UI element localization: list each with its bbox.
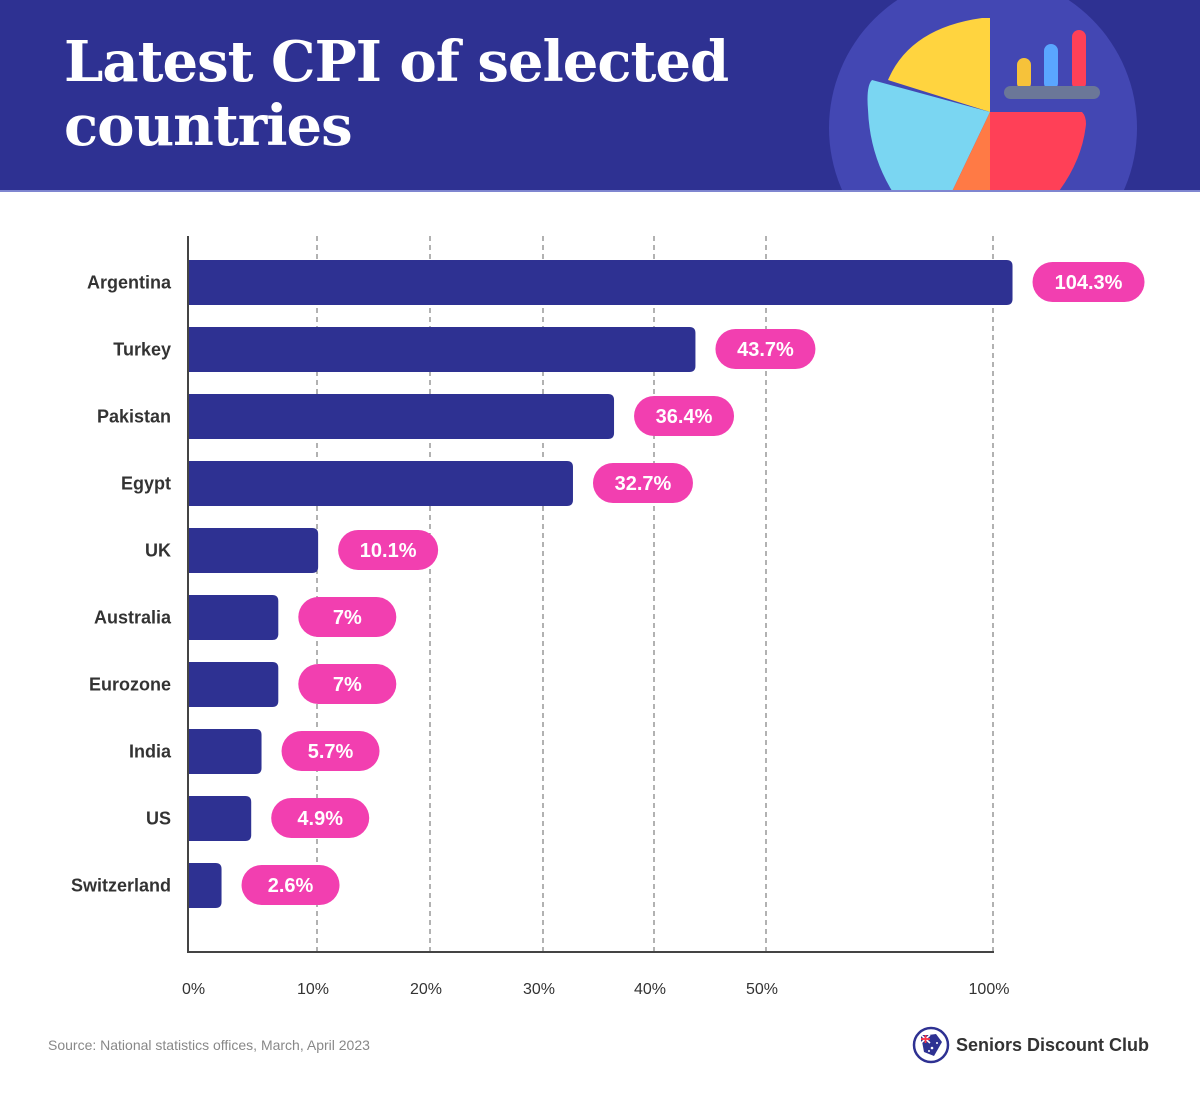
value-label: 4.9% [297,808,343,830]
x-tick-label: 100% [969,981,1010,998]
bar-egypt [188,461,573,506]
category-label: US [146,809,171,829]
value-label: 43.7% [737,339,794,361]
header-banner: Latest CPI of selected countries [0,0,1200,190]
x-tick-label: 50% [746,981,778,998]
category-label: Argentina [87,273,172,293]
value-label: 5.7% [308,741,354,763]
bar-argentina [188,260,1013,305]
bar-switzerland [188,863,222,908]
value-pill [715,329,816,369]
pie-chart-illustration-icon [829,0,1137,190]
bar-eurozone [188,662,279,707]
value-pill [271,798,370,838]
bars [188,260,1013,908]
value-pill [241,865,340,905]
page-title: Latest CPI of selected countries [64,29,729,159]
category-labels: Argentina Turkey Pakistan Egypt UK Australia E… [71,273,172,896]
value-label: 7% [333,674,362,696]
australian-flag-tag-icon [912,1026,950,1064]
category-label: Pakistan [97,407,171,427]
value-pill [338,530,439,570]
x-tick-label: 20% [410,981,442,998]
value-pill [634,396,735,436]
bar-uk [188,528,319,573]
x-tick-label: 40% [634,981,666,998]
category-label: Turkey [113,340,171,360]
header-divider [0,190,1200,192]
brand-name: Seniors Discount Club [956,1034,1150,1055]
value-label: 104.3% [1055,272,1123,294]
value-label: 36.4% [656,406,713,428]
bar-pakistan [188,394,615,439]
cpi-bar-chart: Argentina Turkey Pakistan Egypt UK Australia E… [71,236,1145,998]
category-label: Eurozone [89,675,171,695]
category-label: Australia [94,608,172,628]
value-pill [281,731,380,771]
bar-australia [188,595,279,640]
value-labels: 104.3% 43.7% 36.4% 32.7% 10.1% 7% 7% 5.7% 4.9% 2.… [241,262,1145,905]
value-label: 2.6% [268,875,314,897]
category-label: India [129,742,172,762]
value-label: 7% [333,607,362,629]
category-label: UK [145,541,171,561]
x-tick-label: 30% [523,981,555,998]
value-label: 10.1% [360,540,417,562]
brand-logo[interactable]: Seniors Discount Club [912,1026,1149,1064]
x-axis-ticks: 0% 10% 20% 30% 40% 50% 100% [182,981,1009,998]
source-note: Source: National statistics offices, Mar… [48,1037,370,1053]
value-label: 32.7% [615,473,672,495]
bar-us [188,796,252,841]
value-pill [592,463,693,503]
x-tick-label: 0% [182,981,205,998]
bar-turkey [188,327,696,372]
bar-india [188,729,262,774]
x-tick-label: 10% [297,981,329,998]
category-label: Egypt [121,474,171,494]
value-pill [1032,262,1145,302]
value-pill [298,597,397,637]
category-label: Switzerland [71,876,171,896]
value-pill [298,664,397,704]
